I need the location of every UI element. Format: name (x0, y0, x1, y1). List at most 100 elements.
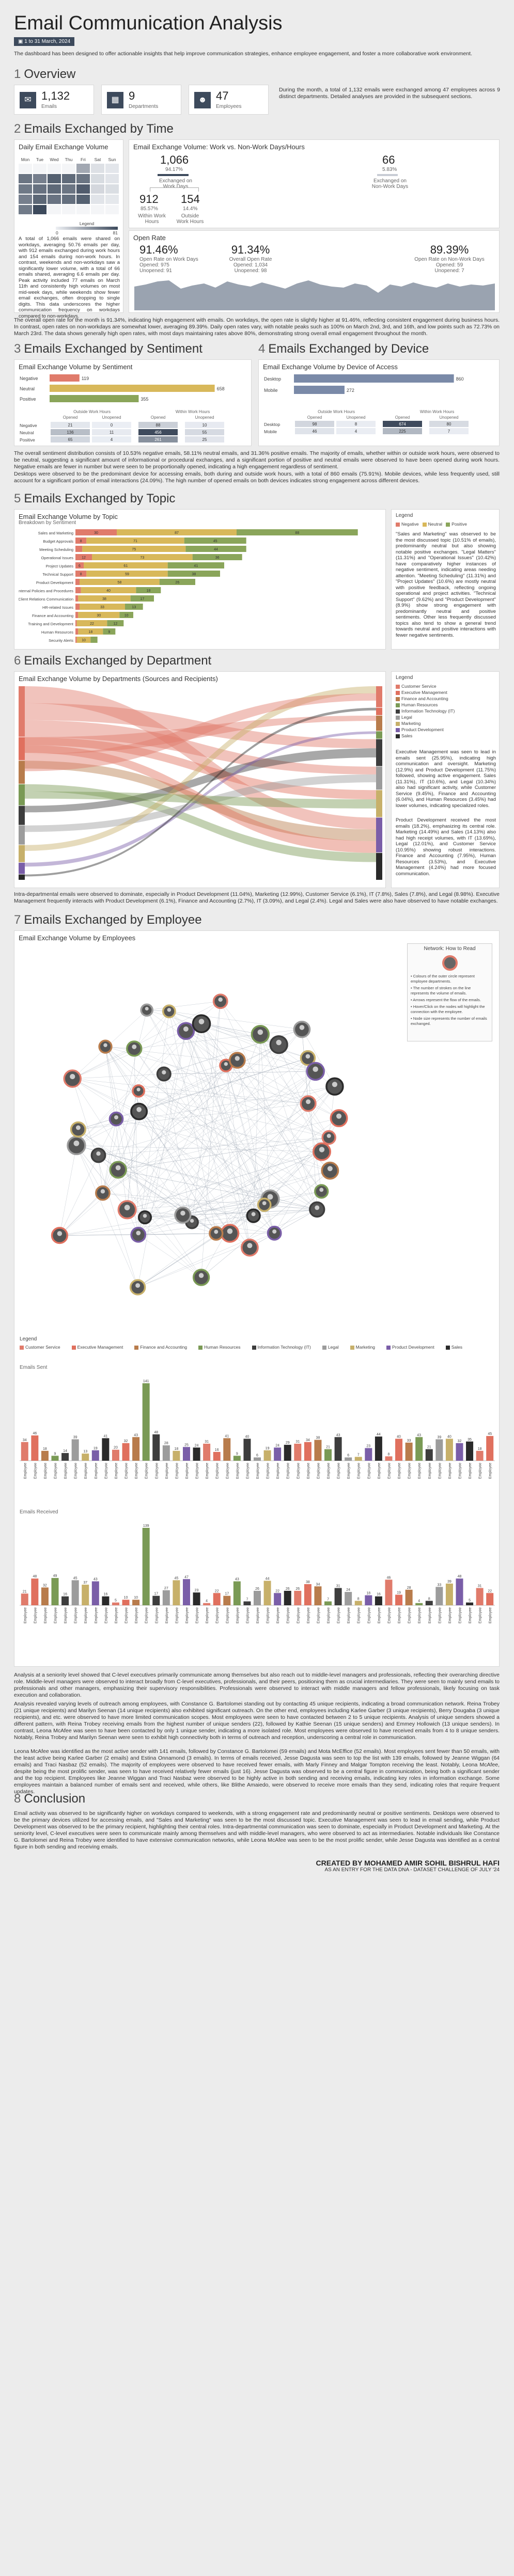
work-vs-nonwork-title: Email Exchange Volume: Work vs. Non-Work… (133, 143, 305, 151)
employee-avatar-head (135, 1283, 141, 1288)
device-within-head: Within Work Hours (419, 409, 455, 414)
topic-bar-segment (75, 604, 80, 610)
employee-legend-item: Information Technology (IT) (252, 1344, 311, 1350)
employee-bar-label: Employee (418, 1463, 422, 1479)
network-edge (134, 1011, 169, 1049)
network-edge (59, 1198, 271, 1236)
calendar-cell (62, 205, 75, 214)
table-cell-value: 8 (355, 422, 357, 426)
employee-bar-value: 44 (266, 1577, 270, 1581)
network-edge (138, 1170, 330, 1235)
employee-bar (233, 1581, 241, 1605)
employee-legend-item: Legal (322, 1344, 339, 1350)
calendar-cell (105, 174, 119, 183)
employee-bar (445, 1583, 453, 1605)
topic-bar-segment (75, 612, 79, 618)
employee-bar (425, 1601, 433, 1605)
employee-bar-value: 18 (478, 1447, 482, 1451)
network-edge (201, 1023, 254, 1216)
network-edge (118, 1170, 216, 1234)
calendar-cell (19, 205, 32, 214)
network-edge (102, 1071, 316, 1193)
employee-bar-label: Employee (74, 1607, 78, 1623)
employee-bar (375, 1596, 382, 1605)
network-edge (72, 1001, 221, 1079)
employee-legend-item: Product Development (386, 1344, 434, 1350)
employee-bar (445, 1439, 453, 1461)
emails-sent-title: Emails Sent (20, 1365, 48, 1370)
employee-bar (274, 1447, 282, 1461)
employee-bar-label: Employee (337, 1607, 341, 1623)
table-col-head: Opened (63, 415, 77, 420)
employee-legend-item: Executive Management (71, 1344, 123, 1350)
table-cell-value: 674 (399, 422, 406, 426)
network-edge (98, 1155, 183, 1215)
network-edge (105, 1047, 128, 1210)
employee-bar-value: 5 (115, 1599, 117, 1603)
topic-text: "Sales and Marketing" was observed to be… (396, 531, 496, 638)
department-legend-panel: Legend Customer Service Executive Managem… (391, 671, 500, 888)
non-work-label: Exchanged on Non-Work Days (371, 178, 409, 189)
employee-bar-value: 33 (437, 1583, 441, 1587)
network-edge (134, 1029, 302, 1049)
employee-bar-value: 40 (245, 1435, 250, 1439)
employee-bar-value: 17 (225, 1592, 229, 1596)
employee-bar-value: 22 (215, 1589, 219, 1593)
employee-bar-label: Employee (479, 1463, 482, 1479)
sankey-source-node (19, 784, 25, 805)
calendar-cell (48, 184, 61, 194)
employee-bar-value: 40 (397, 1435, 401, 1439)
sankey-target-node (376, 686, 382, 707)
employee-bar-value: 16 (377, 1593, 381, 1597)
employee-bar-value: 43 (417, 1433, 421, 1437)
table-col-head: Unopened (195, 415, 214, 420)
calendar-cell (105, 164, 119, 173)
topic-bar-value: 87 (175, 531, 179, 535)
table-row-label: Desktop (264, 422, 280, 427)
employee-bar-value: 14 (63, 1449, 67, 1453)
topic-bar-segment (136, 587, 161, 593)
network-edge (226, 1065, 308, 1104)
employee-avatar-head (136, 1230, 141, 1236)
kpi-employees-value: 47 (216, 89, 229, 102)
employee-bar (334, 1437, 342, 1461)
topic-bar-segment (75, 620, 77, 626)
network-edge (138, 1235, 201, 1278)
employee-bar (425, 1449, 433, 1461)
employee-bar (243, 1439, 251, 1461)
employee-bar (415, 1437, 423, 1461)
table-cell (138, 422, 178, 428)
employee-bar (142, 1528, 150, 1605)
section-employee-title: 7 Emails Exchanged by Employee (14, 913, 202, 927)
employee-bar-label: Employee (236, 1463, 240, 1479)
network-edge (237, 1060, 264, 1205)
network-edge (138, 1209, 317, 1235)
employee-bar (365, 1595, 372, 1605)
topic-bar-value: 33 (100, 606, 104, 609)
employee-bar-label: Employee (185, 1607, 189, 1623)
device-text: Desktops were observed to be the predomi… (14, 471, 500, 484)
network-edge (98, 1086, 335, 1156)
section-topic-title: 5 Emails Exchanged by Topic (14, 492, 176, 505)
sankey-link (25, 703, 376, 749)
employee-avatar-head (299, 1025, 305, 1030)
topic-bar-value: 30 (97, 614, 101, 618)
employee-bar-value: 31 (478, 1585, 482, 1588)
outside-hours-pct: 14.4% (183, 206, 198, 212)
network-edge (105, 1046, 216, 1234)
section-department-title: 6 Emails Exchanged by Department (14, 654, 212, 668)
employee-bar (203, 1603, 211, 1605)
table-cell-value: 80 (447, 422, 451, 426)
employee-bar-value: 45 (175, 1576, 179, 1580)
table-cell (295, 421, 334, 427)
employee-bar-value: 19 (266, 1447, 270, 1450)
topic-bar-segment (90, 637, 98, 643)
employee-bar-value: 46 (33, 1432, 37, 1435)
topic-bar-value: 18 (88, 630, 92, 634)
department-bottom-text: Intra-departmental emails were observed … (14, 891, 500, 904)
section-device-title: 4 Emails Exchanged by Device (258, 342, 429, 356)
employee-bar-value: 21 (326, 1446, 330, 1449)
non-work-value: 66 (382, 153, 395, 166)
employee-avatar-head (100, 1189, 105, 1194)
network-edge (127, 1065, 226, 1210)
